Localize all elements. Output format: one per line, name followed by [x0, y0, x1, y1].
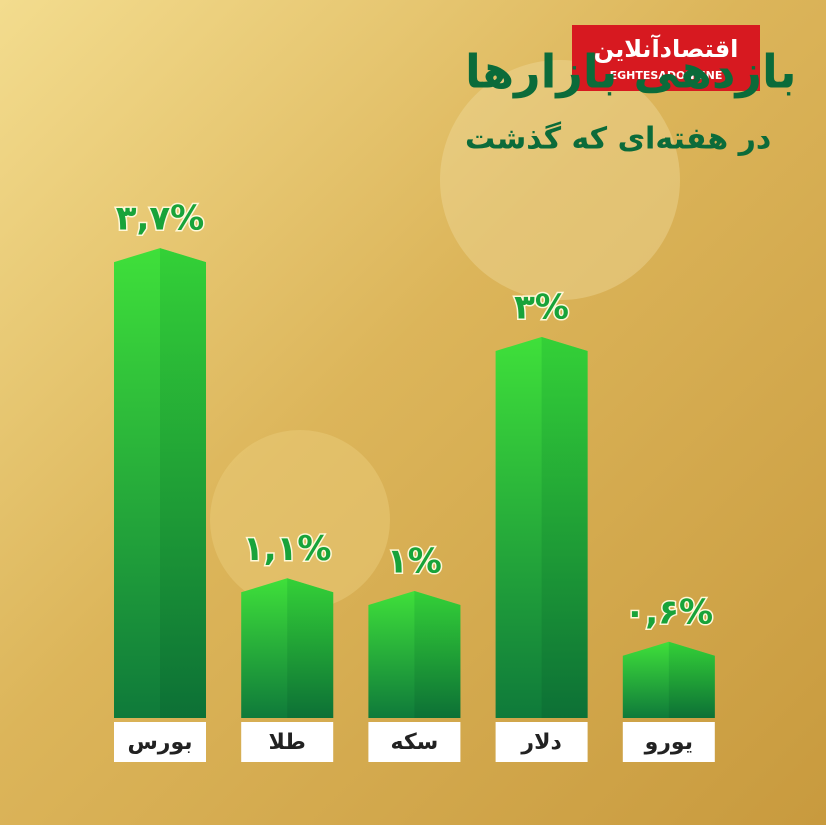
- bar-shade: [668, 641, 715, 718]
- value-label: ۳%: [514, 288, 569, 328]
- category-box: [368, 722, 461, 762]
- decoration: [210, 430, 390, 610]
- value-label: ۰,۶%: [625, 592, 714, 632]
- chart-title: بازدهی بازارها: [465, 45, 797, 99]
- value-label: ۳,۷%: [116, 199, 205, 239]
- x-tick-label: یورو: [644, 730, 693, 755]
- x-tick-label: طلا: [268, 730, 305, 755]
- category-box: [241, 722, 334, 762]
- decoration: [440, 60, 680, 300]
- bar-shade: [414, 591, 461, 718]
- value-label: ۱%: [387, 542, 442, 582]
- logo-name: اقتصادآنلاین: [594, 34, 739, 63]
- category-box: [622, 722, 715, 762]
- category-box: [114, 722, 206, 762]
- logo-latin: EGHTESADONLINE: [610, 69, 723, 82]
- chart-subtitle: در هفته‌ای که گذشت: [465, 121, 771, 157]
- logo-box: [572, 25, 760, 91]
- bar-shade: [541, 337, 588, 718]
- bar-shade: [287, 578, 334, 718]
- value-label: ۱,۱%: [243, 529, 332, 569]
- x-tick-label: دلار: [520, 730, 561, 755]
- x-tick-label: سکه: [391, 730, 439, 755]
- category-box: [495, 722, 588, 762]
- x-tick-label: بورس: [127, 730, 192, 755]
- bar-shade: [160, 248, 206, 718]
